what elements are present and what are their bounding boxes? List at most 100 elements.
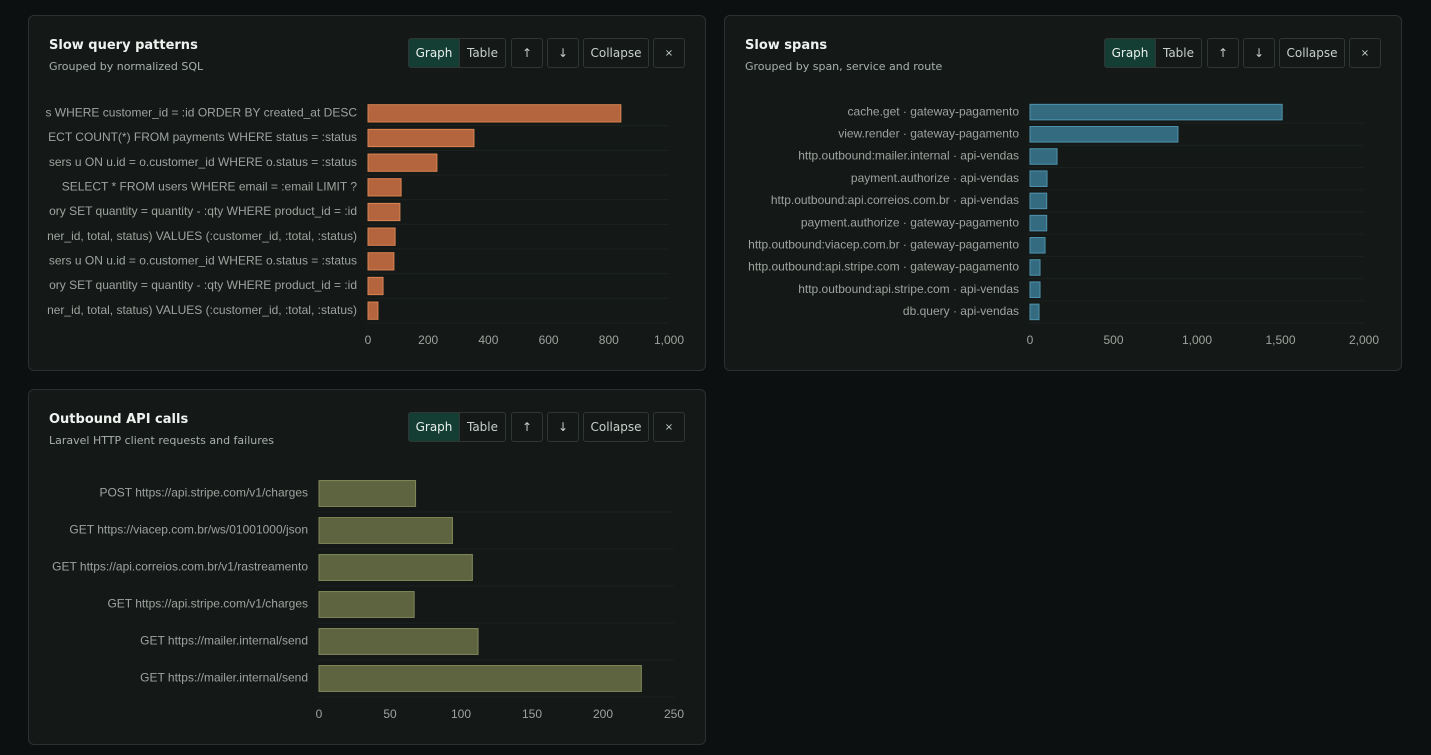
- bar: [1029, 281, 1041, 298]
- bar: [318, 554, 473, 581]
- bar: [367, 301, 379, 320]
- y-tick-label: ory SET quantity = quantity - :qty WHERE…: [49, 278, 357, 292]
- y-tick-label: http.outbound:mailer.internal · api-vend…: [798, 149, 1019, 163]
- toolbar: Graph Table ↑ ↓ Collapse ×: [1104, 38, 1381, 68]
- x-tick-label: 0: [1027, 333, 1034, 347]
- bar: [367, 153, 438, 172]
- bar: [1029, 214, 1048, 232]
- button[interactable]: ↑: [1207, 38, 1239, 68]
- button[interactable]: Table: [1156, 38, 1202, 68]
- bar: [1029, 259, 1041, 276]
- panel-title: Outbound API calls: [49, 412, 189, 427]
- y-tick-label: SELECT * FROM users WHERE email = :email…: [62, 180, 358, 194]
- y-tick-label: ory SET quantity = quantity - :qty WHERE…: [49, 204, 357, 218]
- bar: [1029, 126, 1179, 143]
- button[interactable]: Collapse: [1279, 38, 1345, 68]
- y-tick-label: POST https://api.stripe.com/v1/charges: [99, 486, 308, 500]
- y-tick-label: payment.authorize · api-vendas: [851, 171, 1019, 185]
- bar: [318, 591, 415, 618]
- bar: [367, 202, 401, 222]
- button[interactable]: Collapse: [583, 412, 649, 442]
- y-tick-label: http.outbound:api.stripe.com · gateway-p…: [748, 260, 1019, 274]
- panel: Slow query patterns Grouped by normalized…: [28, 15, 706, 371]
- toolbar: Graph Table ↑ ↓ Collapse ×: [408, 38, 685, 68]
- button[interactable]: ↑: [511, 38, 543, 68]
- x-tick-label: 100: [451, 707, 471, 721]
- y-tick-label: ECT COUNT(*) FROM payments WHERE status …: [48, 130, 357, 144]
- panel-subtitle: Laravel HTTP client requests and failure…: [49, 434, 275, 447]
- bar: [367, 276, 384, 296]
- y-tick-label: GET https://api.stripe.com/v1/charges: [107, 597, 308, 611]
- y-tick-label: http.outbound:api.stripe.com · api-venda…: [798, 282, 1019, 296]
- panel: Outbound API calls Laravel HTTP client re…: [28, 389, 706, 745]
- panel-title: Slow query patterns: [49, 38, 198, 53]
- toolbar: Graph Table ↑ ↓ Collapse ×: [408, 412, 685, 442]
- button[interactable]: ↓: [547, 412, 579, 442]
- bar: [367, 178, 402, 197]
- x-tick-label: 200: [418, 333, 438, 347]
- y-tick-label: ner_id, total, status) VALUES (:customer…: [47, 229, 357, 243]
- panel-title: Slow spans: [745, 38, 828, 53]
- bar: [318, 517, 453, 544]
- chart: 0 50 100 150 200 250 POST https://api.stripe.c…: [52, 480, 684, 721]
- button[interactable]: Table: [460, 412, 506, 442]
- bar: [367, 252, 395, 271]
- button[interactable]: ↑: [511, 412, 543, 442]
- y-tick-label: http.outbound:viacep.com.br · gateway-pa…: [748, 237, 1019, 251]
- button[interactable]: Table: [460, 38, 506, 68]
- x-tick-label: 800: [599, 333, 619, 347]
- x-tick-label: 500: [1103, 333, 1123, 347]
- bar: [318, 480, 417, 507]
- bar: [318, 665, 642, 692]
- bar: [1029, 303, 1040, 321]
- button[interactable]: ×: [1349, 38, 1381, 68]
- x-tick-label: 1,500: [1265, 333, 1295, 347]
- y-tick-label: sers u ON u.id = o.customer_id WHERE o.s…: [49, 155, 357, 169]
- y-tick-label: http.outbound:api.correios.com.br · api-…: [771, 193, 1019, 207]
- y-tick-label: GET https://mailer.internal/send: [140, 671, 308, 685]
- y-tick-label: sers u ON u.id = o.customer_id WHERE o.s…: [49, 254, 357, 268]
- y-tick-label: GET https://mailer.internal/send: [140, 634, 308, 648]
- panel: Slow spans Grouped by span, service and r…: [724, 15, 1402, 371]
- bar: [367, 227, 396, 246]
- bar: [1029, 192, 1048, 210]
- y-tick-label: s WHERE customer_id = :id ORDER BY creat…: [45, 106, 357, 120]
- button[interactable]: ×: [653, 38, 685, 68]
- x-tick-label: 0: [316, 707, 323, 721]
- x-tick-label: 600: [539, 333, 559, 347]
- x-tick-label: 50: [383, 707, 397, 721]
- x-tick-label: 1,000: [654, 333, 684, 347]
- button[interactable]: Graph: [408, 38, 460, 68]
- x-tick-label: 2,000: [1349, 333, 1379, 347]
- bar: [367, 128, 475, 148]
- y-tick-label: view.render · gateway-pagamento: [838, 126, 1019, 140]
- chart: 0 200 400 600 800 1,000 s WHERE customer_id = …: [45, 104, 684, 347]
- button[interactable]: Graph: [1104, 38, 1156, 68]
- y-tick-label: ner_id, total, status) VALUES (:customer…: [47, 303, 357, 317]
- bar: [367, 104, 622, 123]
- chart: 0 500 1,000 1,500 2,000 cache.get · gateway-p…: [748, 103, 1379, 347]
- panel-subtitle: Grouped by normalized SQL: [49, 60, 204, 73]
- x-tick-label: 1,000: [1182, 333, 1212, 347]
- panel-subtitle: Grouped by span, service and route: [745, 60, 943, 73]
- y-tick-label: payment.authorize · gateway-pagamento: [801, 215, 1019, 229]
- x-tick-label: 0: [365, 333, 372, 347]
- button[interactable]: ↓: [1243, 38, 1275, 68]
- button[interactable]: ×: [653, 412, 685, 442]
- bar: [1029, 103, 1283, 121]
- x-tick-label: 150: [522, 707, 542, 721]
- y-tick-label: GET https://viacep.com.br/ws/01001000/js…: [69, 523, 308, 537]
- bar: [1029, 148, 1058, 165]
- y-tick-label: cache.get · gateway-pagamento: [848, 104, 1020, 118]
- x-tick-label: 200: [593, 707, 613, 721]
- button[interactable]: ↓: [547, 38, 579, 68]
- x-tick-label: 250: [664, 707, 684, 721]
- bar: [1029, 170, 1048, 187]
- y-tick-label: GET https://api.correios.com.br/v1/rastr…: [52, 560, 308, 574]
- y-tick-label: db.query · api-vendas: [903, 304, 1019, 318]
- button[interactable]: Collapse: [583, 38, 649, 68]
- bar: [318, 628, 479, 655]
- x-tick-label: 400: [478, 333, 498, 347]
- button[interactable]: Graph: [408, 412, 460, 442]
